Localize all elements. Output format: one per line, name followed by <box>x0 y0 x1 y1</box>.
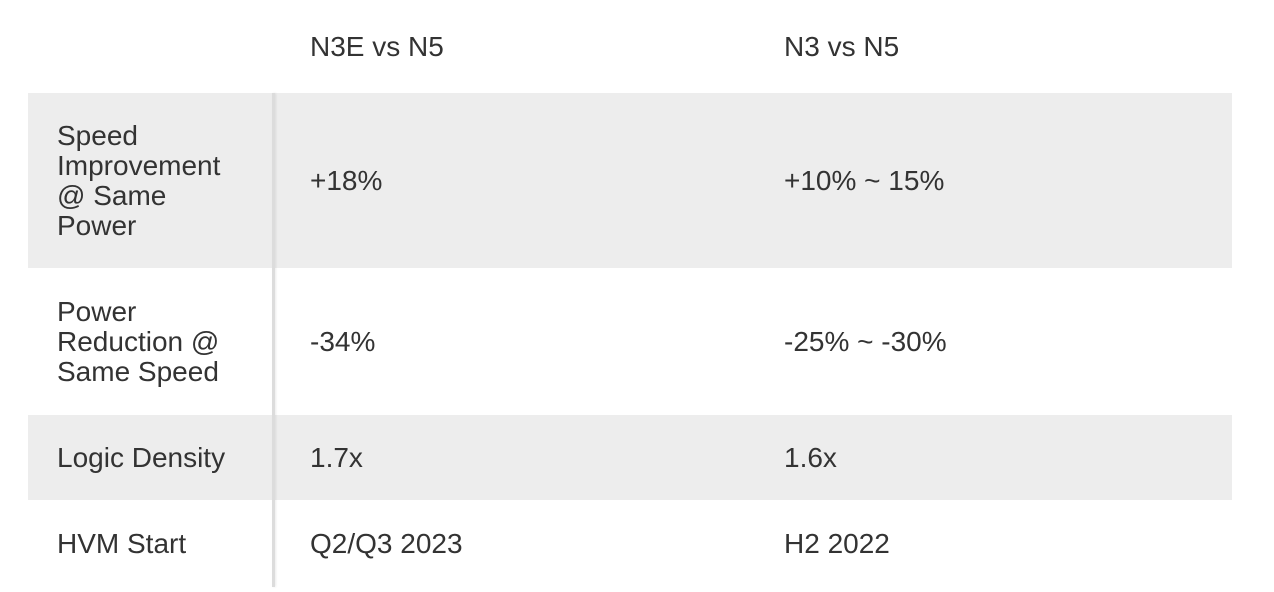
column-divider <box>272 93 275 587</box>
table-cell: -34% <box>310 325 376 357</box>
table-cell: +10% ~ 15% <box>784 164 945 196</box>
column-header: N3 vs N5 <box>784 30 900 62</box>
table-cell: 1.7x <box>310 441 363 473</box>
table-row <box>28 415 1232 500</box>
table-cell: H2 2022 <box>784 527 890 559</box>
row-label: Logic Density <box>57 441 226 473</box>
table-row <box>28 93 1232 268</box>
table-cell: 1.6x <box>784 441 837 473</box>
column-header: N3E vs N5 <box>310 30 444 62</box>
row-label: HVM Start <box>57 527 187 559</box>
table-cell: Q2/Q3 2023 <box>310 527 463 559</box>
row-label: Speed Improvement @ Same Power <box>57 119 221 241</box>
table-cell: +18% <box>310 164 383 196</box>
row-label: Power Reduction @ Same Speed <box>57 295 220 387</box>
table-cell: -25% ~ -30% <box>784 325 947 357</box>
